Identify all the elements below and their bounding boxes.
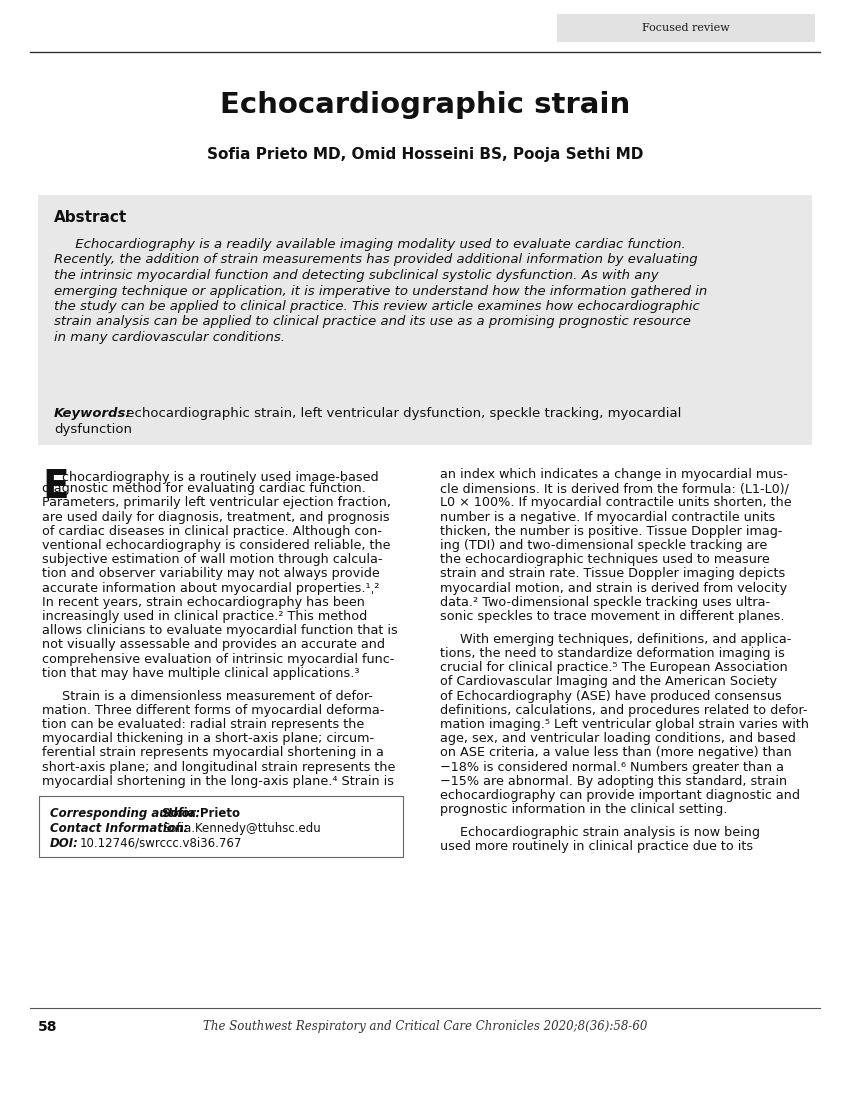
Text: tions, the need to standardize deformation imaging is: tions, the need to standardize deformati… xyxy=(440,647,785,660)
Text: data.² Two-dimensional speckle tracking uses ultra-: data.² Two-dimensional speckle tracking … xyxy=(440,596,770,609)
Text: sonic speckles to trace movement in different planes.: sonic speckles to trace movement in diff… xyxy=(440,610,785,623)
Text: ventional echocardiography is considered reliable, the: ventional echocardiography is considered… xyxy=(42,539,390,552)
Text: Sofia Prieto MD, Omid Hosseini BS, Pooja Sethi MD: Sofia Prieto MD, Omid Hosseini BS, Pooja… xyxy=(207,148,643,163)
Text: short-axis plane; and longitudinal strain represents the: short-axis plane; and longitudinal strai… xyxy=(42,761,395,774)
Text: mation imaging.⁵ Left ventricular global strain varies with: mation imaging.⁵ Left ventricular global… xyxy=(440,718,809,731)
Text: age, sex, and ventricular loading conditions, and based: age, sex, and ventricular loading condit… xyxy=(440,732,796,745)
Text: Corresponding author:: Corresponding author: xyxy=(50,807,201,820)
Text: Sofia.Kennedy@ttuhsc.edu: Sofia.Kennedy@ttuhsc.edu xyxy=(162,822,320,835)
Text: of Cardiovascular Imaging and the American Society: of Cardiovascular Imaging and the Americ… xyxy=(440,675,777,689)
Text: Sofia Prieto: Sofia Prieto xyxy=(162,807,240,820)
Text: on ASE criteria, a value less than (more negative) than: on ASE criteria, a value less than (more… xyxy=(440,747,791,760)
Text: Parameters, primarily left ventricular ejection fraction,: Parameters, primarily left ventricular e… xyxy=(42,496,391,509)
Text: of Echocardiography (ASE) have produced consensus: of Echocardiography (ASE) have produced … xyxy=(440,690,782,703)
Text: in many cardiovascular conditions.: in many cardiovascular conditions. xyxy=(54,331,285,344)
Text: dysfunction: dysfunction xyxy=(54,423,132,435)
Text: of cardiac diseases in clinical practice. Although con-: of cardiac diseases in clinical practice… xyxy=(42,525,382,538)
Text: The Southwest Respiratory and Critical Care Chronicles 2020;8(36):58-60: The Southwest Respiratory and Critical C… xyxy=(203,1020,647,1033)
Text: In recent years, strain echocardiography has been: In recent years, strain echocardiography… xyxy=(42,596,365,609)
Text: Echocardiographic strain: Echocardiographic strain xyxy=(220,91,630,119)
Text: the intrinsic myocardial function and detecting subclinical systolic dysfunction: the intrinsic myocardial function and de… xyxy=(54,269,659,282)
Text: −15% are abnormal. By adopting this standard, strain: −15% are abnormal. By adopting this stan… xyxy=(440,775,787,788)
Text: DOI:: DOI: xyxy=(50,837,79,850)
Text: diagnostic method for evaluating cardiac function.: diagnostic method for evaluating cardiac… xyxy=(42,482,366,495)
Text: number is a negative. If myocardial contractile units: number is a negative. If myocardial cont… xyxy=(440,510,775,524)
Text: Abstract: Abstract xyxy=(54,210,128,224)
Text: an index which indicates a change in myocardial mus-: an index which indicates a change in myo… xyxy=(440,468,788,481)
Text: not visually assessable and provides an accurate and: not visually assessable and provides an … xyxy=(42,638,385,651)
Text: ferential strain represents myocardial shortening in a: ferential strain represents myocardial s… xyxy=(42,747,384,760)
Text: mation. Three different forms of myocardial deforma-: mation. Three different forms of myocard… xyxy=(42,704,384,717)
Text: strain and strain rate. Tissue Doppler imaging depicts: strain and strain rate. Tissue Doppler i… xyxy=(440,567,785,580)
Text: the echocardiographic techniques used to measure: the echocardiographic techniques used to… xyxy=(440,553,770,566)
Text: comprehensive evaluation of intrinsic myocardial func-: comprehensive evaluation of intrinsic my… xyxy=(42,653,394,666)
Text: Focused review: Focused review xyxy=(642,23,730,33)
Text: myocardial thickening in a short-axis plane; circum-: myocardial thickening in a short-axis pl… xyxy=(42,732,374,745)
Text: chocardiography is a routinely used image-based: chocardiography is a routinely used imag… xyxy=(62,471,378,484)
Text: 10.12746/swrccc.v8i36.767: 10.12746/swrccc.v8i36.767 xyxy=(80,837,242,850)
Text: crucial for clinical practice.⁵ The European Association: crucial for clinical practice.⁵ The Euro… xyxy=(440,661,788,674)
Text: 58: 58 xyxy=(38,1020,58,1034)
Text: Strain is a dimensionless measurement of defor-: Strain is a dimensionless measurement of… xyxy=(42,690,373,703)
Text: tion that may have multiple clinical applications.³: tion that may have multiple clinical app… xyxy=(42,667,360,680)
Text: Recently, the addition of strain measurements has provided additional informatio: Recently, the addition of strain measure… xyxy=(54,254,698,267)
Text: L0 × 100%. If myocardial contractile units shorten, the: L0 × 100%. If myocardial contractile uni… xyxy=(440,496,791,509)
FancyBboxPatch shape xyxy=(39,796,403,857)
Text: Contact Information:: Contact Information: xyxy=(50,822,188,835)
Text: echocardiography can provide important diagnostic and: echocardiography can provide important d… xyxy=(440,789,800,802)
Text: myocardial shortening in the long-axis plane.⁴ Strain is: myocardial shortening in the long-axis p… xyxy=(42,775,394,788)
Text: E: E xyxy=(42,468,69,506)
Text: Keywords:: Keywords: xyxy=(54,407,132,420)
Text: Echocardiography is a readily available imaging modality used to evaluate cardia: Echocardiography is a readily available … xyxy=(54,238,686,251)
Text: prognostic information in the clinical setting.: prognostic information in the clinical s… xyxy=(440,803,728,816)
Text: subjective estimation of wall motion through calcula-: subjective estimation of wall motion thr… xyxy=(42,553,382,566)
Text: are used daily for diagnosis, treatment, and prognosis: are used daily for diagnosis, treatment,… xyxy=(42,510,389,524)
Text: With emerging techniques, definitions, and applica-: With emerging techniques, definitions, a… xyxy=(440,633,791,646)
Text: echocardiographic strain, left ventricular dysfunction, speckle tracking, myocar: echocardiographic strain, left ventricul… xyxy=(122,407,682,420)
FancyBboxPatch shape xyxy=(557,14,815,42)
Text: used more routinely in clinical practice due to its: used more routinely in clinical practice… xyxy=(440,841,753,853)
Text: increasingly used in clinical practice.² This method: increasingly used in clinical practice.²… xyxy=(42,610,367,623)
Text: allows clinicians to evaluate myocardial function that is: allows clinicians to evaluate myocardial… xyxy=(42,624,398,637)
Text: tion can be evaluated: radial strain represents the: tion can be evaluated: radial strain rep… xyxy=(42,718,365,731)
Text: myocardial motion, and strain is derived from velocity: myocardial motion, and strain is derived… xyxy=(440,581,787,595)
Text: −18% is considered normal.⁶ Numbers greater than a: −18% is considered normal.⁶ Numbers grea… xyxy=(440,761,784,774)
Text: strain analysis can be applied to clinical practice and its use as a promising p: strain analysis can be applied to clinic… xyxy=(54,316,691,329)
Text: ing (TDI) and two-dimensional speckle tracking are: ing (TDI) and two-dimensional speckle tr… xyxy=(440,539,768,552)
Text: accurate information about myocardial properties.¹ˌ²: accurate information about myocardial pr… xyxy=(42,581,379,595)
Text: thicken, the number is positive. Tissue Doppler imag-: thicken, the number is positive. Tissue … xyxy=(440,525,783,538)
Text: emerging technique or application, it is imperative to understand how the inform: emerging technique or application, it is… xyxy=(54,284,707,297)
Text: definitions, calculations, and procedures related to defor-: definitions, calculations, and procedure… xyxy=(440,704,808,717)
Text: Echocardiographic strain analysis is now being: Echocardiographic strain analysis is now… xyxy=(440,826,760,838)
Text: tion and observer variability may not always provide: tion and observer variability may not al… xyxy=(42,567,380,580)
FancyBboxPatch shape xyxy=(38,195,812,445)
Text: the study can be applied to clinical practice. This review article examines how : the study can be applied to clinical pra… xyxy=(54,299,700,313)
Text: cle dimensions. It is derived from the formula: (L1-L0)/: cle dimensions. It is derived from the f… xyxy=(440,482,789,495)
